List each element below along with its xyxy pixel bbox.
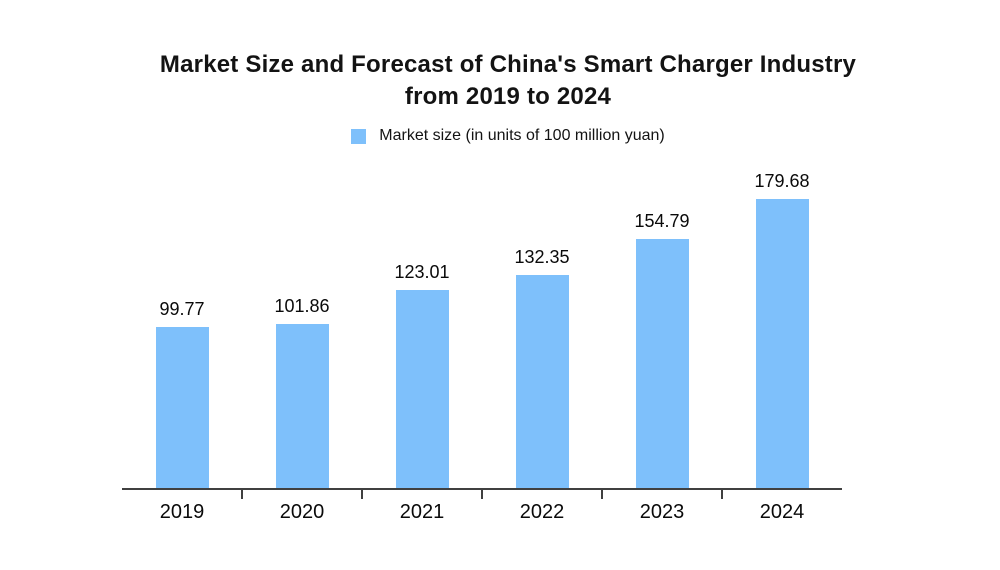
bar-2022 bbox=[515, 274, 569, 488]
bar-2023 bbox=[635, 238, 689, 488]
x-axis-tick bbox=[361, 488, 363, 499]
x-axis-tick bbox=[601, 488, 603, 499]
bar-2020 bbox=[275, 324, 329, 488]
legend-label: Market size (in units of 100 million yua… bbox=[379, 127, 665, 144]
value-label-2020: 101.86 bbox=[274, 296, 330, 317]
bar-2021 bbox=[395, 289, 449, 488]
chart-title: Market Size and Forecast of China's Smar… bbox=[8, 49, 1000, 113]
value-label-2019: 99.77 bbox=[159, 299, 205, 320]
x-tick-label-2024: 2024 bbox=[759, 501, 805, 523]
x-axis-tick bbox=[721, 488, 723, 499]
x-tick-label-2023: 2023 bbox=[639, 501, 685, 523]
bar-2024 bbox=[755, 198, 809, 488]
x-tick-label-2019: 2019 bbox=[159, 501, 205, 523]
legend: Market size (in units of 100 million yua… bbox=[8, 127, 1000, 145]
chart-title-line1: Market Size and Forecast of China's Smar… bbox=[159, 51, 857, 78]
value-label-2021: 123.01 bbox=[394, 261, 450, 282]
plot-area: 99.77 2019 101.86 2020 123.01 2021 132.35 2022 1… bbox=[122, 166, 842, 523]
legend-swatch-icon bbox=[351, 128, 367, 144]
x-tick-label-2022: 2022 bbox=[519, 501, 565, 523]
bar-2019 bbox=[155, 327, 209, 488]
chart-title-line2: from 2019 to 2024 bbox=[404, 83, 612, 110]
x-tick-label-2020: 2020 bbox=[279, 501, 325, 523]
value-label-2024: 179.68 bbox=[754, 170, 810, 191]
x-tick-label-2021: 2021 bbox=[399, 501, 445, 523]
x-axis-tick bbox=[241, 488, 243, 499]
value-label-2023: 154.79 bbox=[634, 210, 690, 231]
value-label-2022: 132.35 bbox=[514, 246, 570, 267]
x-axis-tick bbox=[481, 488, 483, 499]
